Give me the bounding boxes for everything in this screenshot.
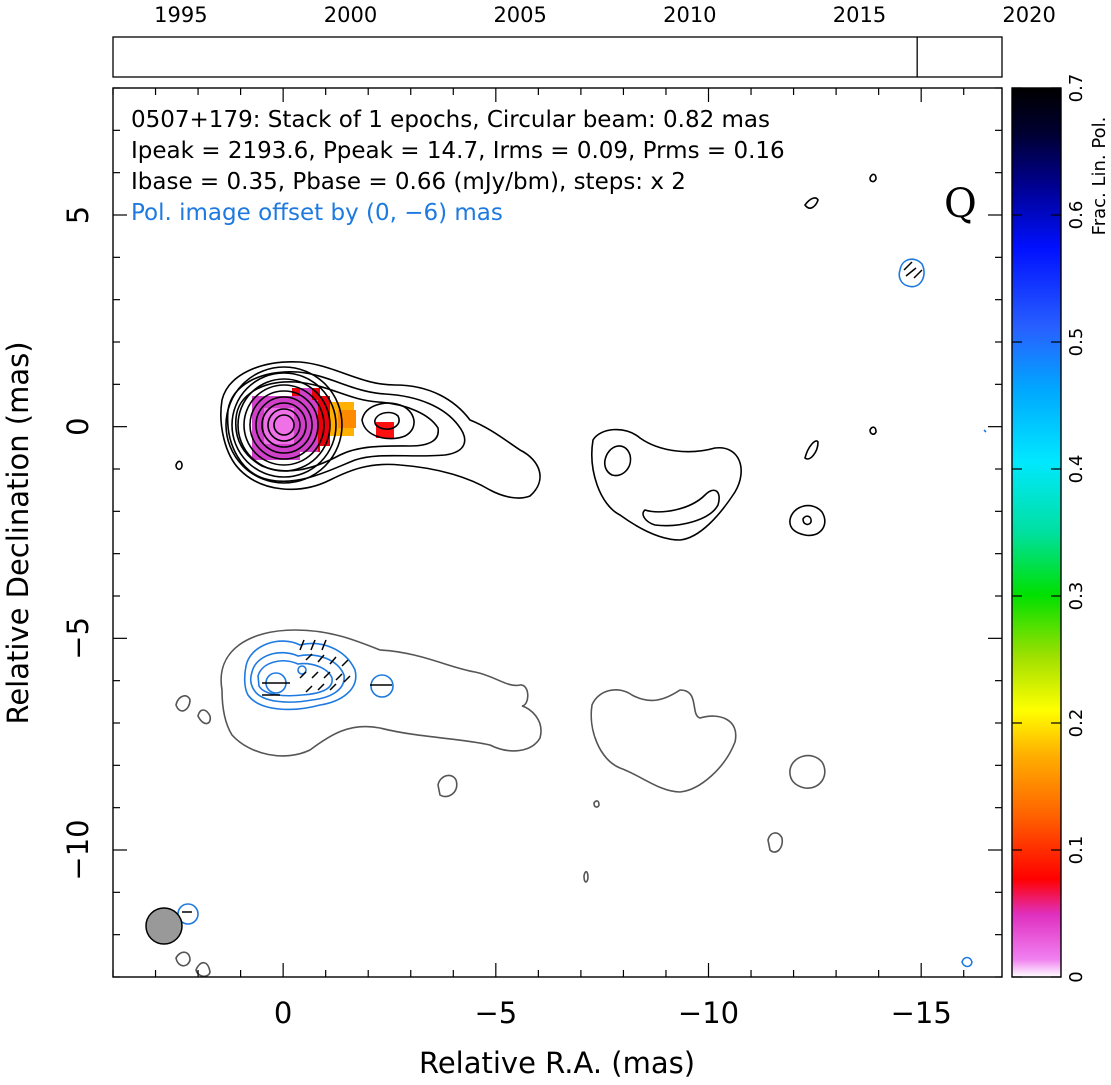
jet-contour-small-1 <box>804 440 819 460</box>
colorbar-tick-label: 0.1 <box>1066 836 1087 865</box>
info-line-2: Ipeak = 2193.6, Ppeak = 14.7, Irms = 0.0… <box>131 138 785 164</box>
evpa-ticks <box>182 261 923 913</box>
offset-intensity-contours <box>175 629 826 977</box>
x-tick-label: 0 <box>274 996 292 1030</box>
core-contour-6 <box>255 396 313 454</box>
timeline-box <box>112 36 1003 78</box>
jet-contour-blob-inner <box>802 515 812 526</box>
x-tick-label: −10 <box>678 996 739 1030</box>
offset-noise-6 <box>583 870 589 883</box>
jet-contour-blob <box>789 504 826 537</box>
pol-pixel-pink-core <box>264 408 294 444</box>
timeline-panel: 1995 2000 2005 2010 2015 2020 <box>112 3 1056 78</box>
offset-noise-1 <box>175 695 191 712</box>
offset-jet-mid <box>590 689 737 793</box>
restoring-beam <box>145 907 183 945</box>
colorbar-tick-label: 0.5 <box>1066 328 1087 357</box>
timeline-tick-2015: 2015 <box>833 3 886 27</box>
y-tick-label: −10 <box>61 819 95 880</box>
core-contour-7 <box>261 402 307 448</box>
y-tick-label: −5 <box>61 617 95 660</box>
map-panel: 0 −5 −10 −15 5 0 −5 −10 0507+179: Stack of 1 e… <box>1 87 1003 1080</box>
timeline-tick-labels: 1995 2000 2005 2010 2015 2020 <box>154 3 1056 27</box>
colorbar-tick-label: 0.2 <box>1066 709 1087 738</box>
colorbar-tick-label: 0.6 <box>1066 201 1087 230</box>
colorbar-gradient <box>1011 87 1062 978</box>
noise-contour-2 <box>869 426 877 435</box>
pol-contour-north <box>898 258 925 288</box>
offset-noise-4 <box>767 832 784 853</box>
intensity-contours <box>175 173 877 541</box>
intensity-contour-2 <box>226 371 466 482</box>
polarized-intensity-contours <box>177 258 987 968</box>
core-contour-9 <box>273 414 295 436</box>
pol-contour-1 <box>243 640 357 711</box>
noise-contour-1 <box>175 460 183 471</box>
intensity-outer-contour <box>220 361 541 499</box>
x-tick-labels: 0 −5 −10 −15 <box>274 996 952 1030</box>
y-tick-label: 0 <box>61 417 95 435</box>
core-contour-8 <box>267 408 301 442</box>
x-axis-label: Relative R.A. (mas) <box>419 1046 695 1080</box>
y-tick-labels: 5 0 −5 −10 <box>61 206 95 881</box>
timeline-tick-1995: 1995 <box>154 3 207 27</box>
band-label: Q <box>944 181 977 227</box>
intensity-contour-knot <box>374 411 400 430</box>
jet-contour-arc <box>642 489 720 527</box>
map-frame <box>112 87 1003 978</box>
offset-noise-5 <box>593 800 600 808</box>
timeline-tick-2020: 2020 <box>1002 3 1055 27</box>
y-tick-label: 5 <box>61 206 95 224</box>
pol-contour-3 <box>257 660 333 697</box>
offset-blob <box>789 754 826 789</box>
pol-offset-note: Pol. image offset by (0, −6) mas <box>131 200 503 226</box>
core-contour-4 <box>243 384 325 466</box>
noise-contour-3 <box>869 173 877 183</box>
colorbar-tick-label: 0 <box>1066 971 1087 982</box>
core-contour-5 <box>249 390 319 460</box>
axis-ticks <box>112 87 1002 978</box>
x-tick-label: −5 <box>474 996 517 1030</box>
offset-outer-contour <box>220 629 542 757</box>
colorbar-tick-labels: 0 0.1 0.2 0.3 0.4 0.5 0.6 0.7 <box>1012 74 1087 983</box>
noise-contour-4 <box>804 197 819 209</box>
info-line-3: Ibase = 0.35, Pbase = 0.66 (mJy/bm), ste… <box>131 169 686 195</box>
timeline-tick-2010: 2010 <box>663 3 716 27</box>
pol-contour-edge <box>983 429 987 433</box>
x-tick-label: −15 <box>891 996 952 1030</box>
colorbar: 0 0.1 0.2 0.3 0.4 0.5 0.6 0.7 Frac. Lin. Pol. <box>1011 74 1110 983</box>
offset-noise-8 <box>195 961 211 977</box>
pol-contour-se <box>961 956 973 968</box>
core-contour-3 <box>237 378 331 472</box>
pol-contour-knot <box>370 674 394 698</box>
intensity-contour-4 <box>361 402 415 440</box>
info-line-1: 0507+179: Stack of 1 epochs, Circular be… <box>131 107 770 133</box>
jet-contour-mid-inner <box>603 445 632 477</box>
pol-contour-small <box>297 665 307 675</box>
colorbar-tick-label: 0.4 <box>1066 455 1087 484</box>
offset-noise-3 <box>437 774 458 798</box>
offset-noise-2 <box>197 709 212 725</box>
timeline-tick-2005: 2005 <box>493 3 546 27</box>
timeline-tick-2000: 2000 <box>324 3 377 27</box>
pol-contour-2 <box>249 651 345 703</box>
colorbar-tick-label: 0.3 <box>1066 582 1087 611</box>
y-axis-label: Relative Declination (mas) <box>1 341 35 724</box>
colorbar-label: Frac. Lin. Pol. <box>1089 117 1110 236</box>
jet-contour-mid <box>591 428 742 541</box>
core-contour-2 <box>231 372 337 478</box>
offset-noise-7 <box>175 951 191 967</box>
colorbar-tick-label: 0.7 <box>1066 74 1087 103</box>
pol-pixel-red-knot <box>376 422 394 438</box>
core-contour-1 <box>225 366 343 484</box>
